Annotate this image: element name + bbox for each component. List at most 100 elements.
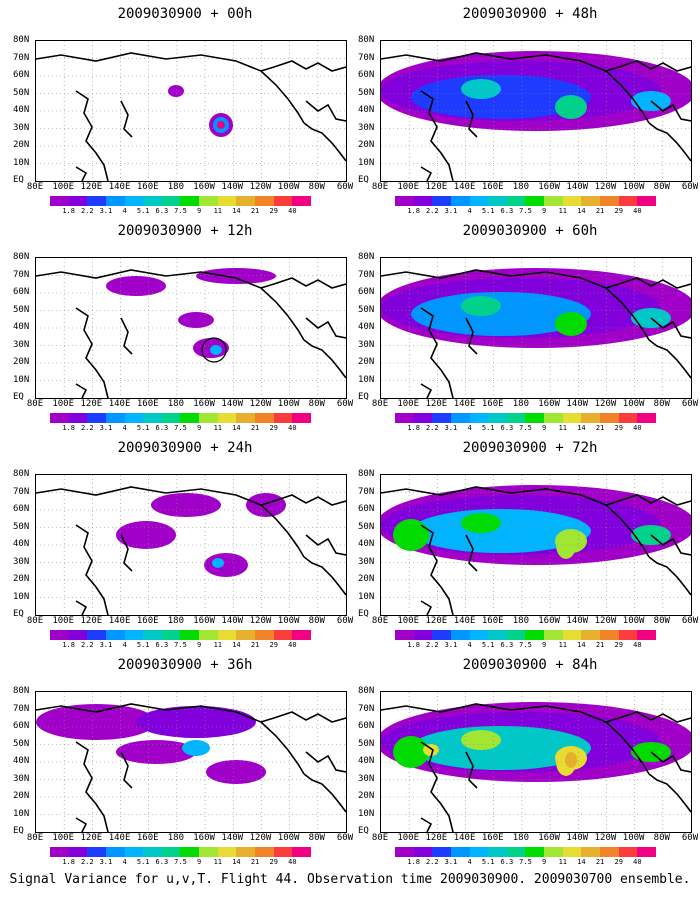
lat-tick-label: 60N	[358, 721, 375, 731]
coastline	[36, 269, 305, 341]
lon-tick-label: 100W	[277, 833, 300, 843]
colorbar-swatch	[236, 413, 256, 423]
colorbar-swatch	[161, 630, 181, 640]
colorbar-label: 5.1	[136, 424, 150, 432]
coastline	[36, 52, 305, 124]
lon-tick-label: 140W	[566, 833, 589, 843]
variance-contour	[182, 740, 210, 756]
colorbar	[50, 847, 311, 857]
lon-tick-label: 140W	[221, 182, 244, 192]
colorbar-swatch	[124, 413, 144, 423]
colorbar-label: 40	[633, 207, 642, 215]
coastline	[420, 600, 433, 615]
coastline	[75, 383, 88, 398]
variance-contour	[151, 493, 221, 517]
lon-tick-label: 60W	[336, 399, 354, 409]
colorbar-label: 14	[232, 641, 241, 649]
lon-tick-label: 80E	[26, 833, 44, 843]
colorbar-label: 4	[122, 858, 127, 866]
colorbar-label: 5.1	[136, 207, 150, 215]
colorbar-label: 4	[467, 424, 472, 432]
colorbar-swatch	[432, 847, 451, 857]
colorbar-swatch	[50, 630, 69, 640]
colorbar-label: 2.2	[80, 858, 94, 866]
lat-tick-label: 70N	[13, 52, 30, 63]
lon-tick-label: 140E	[453, 182, 476, 192]
colorbar-swatch	[600, 847, 619, 857]
lat-tick-label: 20N	[13, 574, 30, 584]
variance-contour	[565, 752, 577, 768]
lat-tick-label: EQ	[13, 175, 24, 185]
colorbar-swatch	[413, 413, 433, 423]
colorbar-label: 9	[197, 424, 202, 432]
colorbar-swatch	[161, 847, 181, 857]
variance-contour	[36, 704, 156, 740]
lat-tick-label: 80N	[13, 35, 30, 45]
observation-circle	[201, 337, 227, 363]
colorbar-label: 40	[288, 207, 297, 215]
lon-tick-label: 100W	[277, 399, 300, 409]
lon-tick-label: 160E	[481, 399, 504, 409]
colorbar-label: 40	[633, 858, 642, 866]
coastline	[120, 100, 133, 138]
colorbar-swatch	[488, 630, 507, 640]
colorbar-swatch	[161, 413, 181, 423]
colorbar-swatch	[544, 413, 563, 423]
lon-tick-label: 160W	[538, 616, 560, 626]
lon-tick-label: 100W	[277, 616, 300, 626]
colorbar-label: 1.8	[407, 858, 420, 866]
colorbar-label: 4	[467, 207, 472, 215]
colorbar-label: 5.1	[136, 641, 150, 649]
coastline	[120, 534, 133, 572]
colorbar-label: 5.1	[481, 858, 495, 866]
colorbar-swatch	[506, 847, 526, 857]
colorbar-swatch	[469, 413, 489, 423]
colorbar-label: 7.5	[174, 858, 187, 866]
lon-tick-label: 180	[512, 182, 530, 192]
coastline	[605, 60, 691, 72]
colorbar-label: 1.8	[62, 858, 75, 866]
coastline	[420, 741, 454, 832]
variance-contour	[411, 509, 591, 553]
colorbar-label: 2.2	[425, 858, 439, 866]
map-plot-area	[35, 474, 347, 616]
colorbar-swatch	[581, 413, 601, 423]
coastline	[648, 556, 691, 596]
colorbar-swatch	[395, 630, 414, 640]
colorbar-swatch	[87, 630, 106, 640]
colorbar-swatch	[292, 196, 311, 206]
lon-tick-label: 140E	[453, 616, 476, 626]
colorbar-label: 7.5	[519, 858, 532, 866]
variance-contour	[116, 521, 176, 549]
coastline	[648, 773, 691, 813]
colorbar-label: 11	[213, 641, 222, 649]
colorbar-label: 21	[250, 424, 260, 432]
map-plot-area	[380, 40, 692, 182]
coastline	[303, 122, 346, 162]
colorbar-label: 6.3	[155, 207, 169, 215]
lon-tick-label: 160E	[136, 616, 159, 626]
lon-tick-label: 140W	[566, 399, 589, 409]
colorbar-swatch	[488, 847, 507, 857]
lat-tick-label: 80N	[358, 686, 375, 696]
lon-tick-label: 80W	[308, 182, 325, 192]
panel-title: 2009030900 + 84h	[462, 657, 598, 673]
colorbar-label: 9	[542, 207, 547, 215]
coastline	[305, 751, 346, 773]
coastline	[650, 751, 691, 773]
lon-tick-label: 140W	[566, 616, 589, 626]
lon-tick-label: 80E	[371, 399, 389, 409]
coastline	[650, 100, 691, 122]
colorbar-swatch	[68, 413, 88, 423]
coastline	[381, 703, 650, 775]
colorbar-label: 4	[122, 207, 127, 215]
forecast-panel: 2009030900 + 24h 80N 70N 60N 50N 40N 30N 20N 10N…	[13, 434, 355, 649]
lon-tick-label: 140W	[566, 182, 589, 192]
colorbar-swatch	[600, 630, 619, 640]
lat-tick-label: 70N	[358, 486, 375, 497]
colorbar-label: 5.1	[481, 424, 495, 432]
colorbar-label: 14	[577, 641, 586, 649]
colorbar-swatch	[488, 196, 507, 206]
panel-title: 2009030900 + 00h	[117, 6, 253, 22]
lat-tick-label: 30N	[358, 122, 375, 133]
